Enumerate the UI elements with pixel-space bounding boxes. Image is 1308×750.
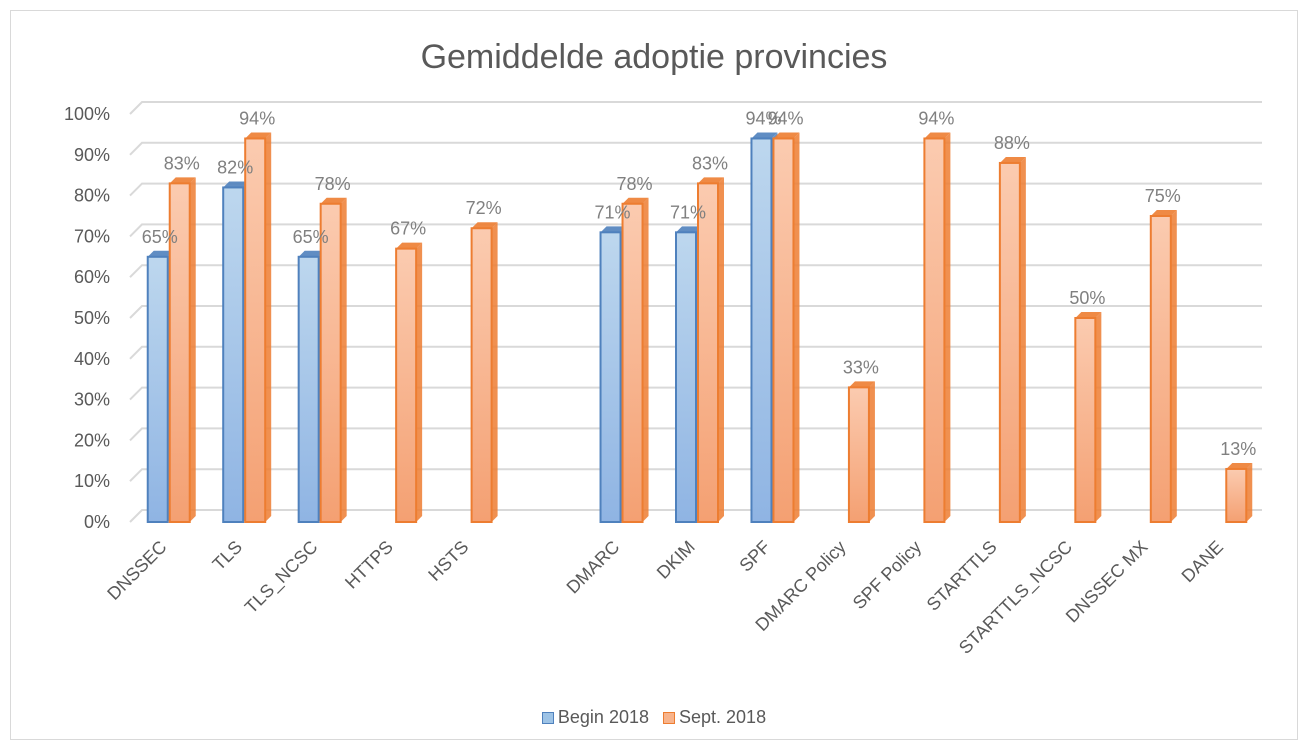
x-tick-label: SPF Policy: [849, 537, 925, 613]
bar: [847, 381, 875, 523]
data-label: 67%: [390, 219, 426, 239]
bar: [1225, 462, 1253, 523]
bars: [146, 132, 1253, 524]
gridline: [129, 509, 1262, 523]
bar: [923, 132, 951, 523]
legend-swatch-orange: [663, 711, 675, 724]
x-tick-label: TLS: [209, 537, 246, 574]
y-tick-label: 0%: [84, 512, 110, 532]
x-tick-label: DMARC: [563, 537, 624, 598]
y-tick-label: 50%: [74, 308, 110, 328]
y-axis: 0% 10% 20% 30% 40% 50% 60% 70% 80% 90% 100%: [64, 104, 110, 532]
bar: [697, 177, 724, 524]
legend-item-begin-2018: Begin 2018: [541, 707, 649, 728]
x-tick-label: DKIM: [653, 537, 699, 583]
data-label: 88%: [994, 133, 1030, 153]
bar: [470, 222, 498, 524]
data-label: 82%: [217, 157, 253, 177]
data-labels: 65%83% 82%94%65%78%67%72% 71%78%71%83%94%9…: [142, 108, 1257, 458]
data-label: 65%: [142, 227, 178, 247]
data-label: 94%: [239, 108, 275, 128]
data-label: 78%: [617, 174, 653, 194]
gridline: [129, 386, 1262, 401]
x-tick-label: DANE: [1178, 537, 1228, 587]
legend-item-sept-2018: Sept. 2018: [663, 707, 766, 728]
gridline: [129, 427, 1262, 442]
data-label: 83%: [164, 153, 200, 173]
gridline: [129, 223, 1262, 238]
gridline: [129, 141, 1262, 156]
data-label: 94%: [767, 108, 803, 128]
gridline: [129, 182, 1262, 197]
y-tick-label: 100%: [64, 104, 110, 124]
y-tick-label: 60%: [74, 267, 110, 287]
gridlines: [129, 101, 1262, 523]
data-label: 83%: [692, 153, 728, 173]
data-label: 50%: [1069, 288, 1105, 308]
chart-title: Gemiddelde adoptie provincies: [420, 38, 888, 76]
bar: [244, 132, 272, 523]
data-label: 78%: [315, 174, 351, 194]
data-label: 33%: [843, 357, 879, 377]
data-label: 13%: [1220, 439, 1256, 459]
gridline: [129, 305, 1262, 319]
y-tick-label: 80%: [74, 186, 110, 206]
x-tick-label: HTTPS: [341, 537, 397, 593]
bar: [395, 242, 423, 523]
bar: [998, 156, 1026, 524]
y-tick-label: 20%: [74, 430, 110, 450]
legend: Begin 2018 Sept. 2018: [0, 707, 1308, 728]
bar: [772, 132, 800, 523]
data-label: 94%: [745, 108, 781, 128]
legend-label-begin-2018: Begin 2018: [557, 707, 649, 727]
data-label: 72%: [466, 198, 502, 218]
x-tick-label: SPF: [735, 537, 774, 576]
y-tick-label: 70%: [74, 226, 110, 246]
data-label: 75%: [1145, 186, 1181, 206]
bar: [168, 177, 196, 524]
y-tick-label: 30%: [74, 390, 110, 410]
y-tick-label: 10%: [74, 471, 110, 491]
bar: [1074, 312, 1102, 523]
x-tick-label: HSTS: [424, 537, 472, 585]
gridline: [129, 101, 1262, 115]
data-label: 71%: [670, 202, 706, 222]
x-tick-label: TLS_NCSC: [241, 537, 322, 618]
y-tick-label: 40%: [74, 349, 110, 369]
gridline: [129, 468, 1262, 482]
legend-swatch-blue: [541, 711, 554, 724]
x-tick-label: DNSSEC: [103, 537, 170, 604]
data-label: 71%: [595, 202, 631, 222]
data-label: 94%: [918, 108, 954, 128]
data-label: 65%: [293, 227, 329, 247]
gridline: [129, 345, 1262, 360]
gridline: [129, 264, 1262, 278]
legend-label-sept-2018: Sept. 2018: [679, 707, 767, 727]
y-tick-label: 90%: [74, 145, 110, 165]
bar: [1149, 210, 1177, 523]
bar: [319, 197, 347, 523]
x-tick-label: STARTTLS: [923, 537, 1001, 615]
bar: [621, 197, 649, 523]
